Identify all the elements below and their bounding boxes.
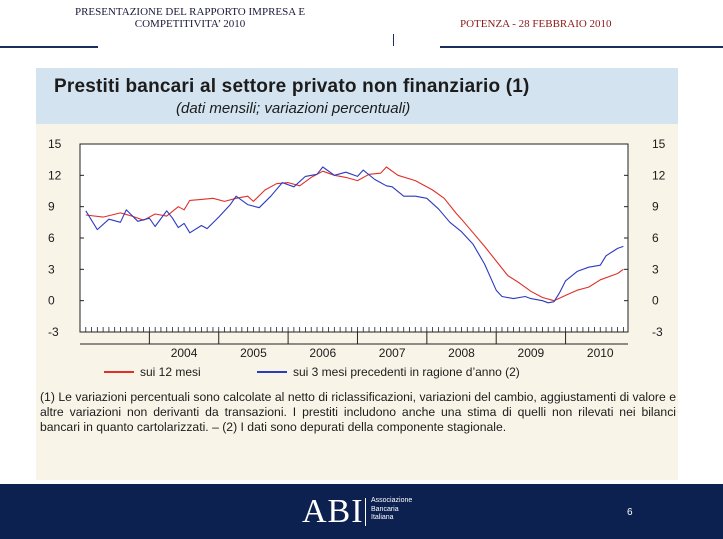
legend-item-3-mesi: sui 3 mesi precedenti in ragione d’anno … — [257, 365, 520, 379]
x-tick-label: 2009 — [518, 346, 545, 360]
y-tick-label-right: 0 — [652, 294, 659, 308]
footer-bar — [0, 484, 723, 539]
chart-subtitle: (dati mensili; variazioni percentuali) — [176, 100, 411, 117]
y-tick-label-right: 9 — [652, 200, 659, 214]
y-tick-label-right: 3 — [652, 262, 659, 276]
page-number: 6 — [627, 507, 633, 518]
y-tick-label-left: 9 — [48, 200, 55, 214]
abi-sub-line1: Associazione — [371, 497, 413, 504]
header-rule-left — [0, 46, 98, 48]
y-tick-label-right: 6 — [652, 231, 659, 245]
y-tick-label-left: 6 — [48, 231, 55, 245]
y-tick-label-right: 12 — [652, 168, 666, 182]
y-tick-label-left: -3 — [48, 325, 59, 339]
legend-label-3-mesi: sui 3 mesi precedenti in ragione d’anno … — [293, 365, 520, 379]
presentation-title: PRESENTAZIONE DEL RAPPORTO IMPRESA E COM… — [40, 6, 340, 30]
y-tick-label-left: 15 — [48, 137, 62, 151]
chart-title-band — [36, 68, 678, 124]
presentation-title-line1: PRESENTAZIONE DEL RAPPORTO IMPRESA E — [74, 6, 306, 18]
y-tick-label-right: -3 — [652, 325, 663, 339]
line-chart: 15 15 12 12 9 9 6 6 3 3 0 0 -3 -3 2004 2005 2006 2007 2008… — [48, 137, 666, 360]
y-tick-label-left: 12 — [48, 168, 62, 182]
x-tick-label: 2008 — [448, 346, 475, 360]
header-divider — [393, 34, 394, 46]
chart-footnote: (1) Le variazioni percentuali sono calco… — [40, 390, 676, 434]
legend-swatch-blue — [257, 371, 287, 373]
series-line-12-mesi — [85, 166, 624, 302]
event-location-date: POTENZA - 28 FEBBRAIO 2010 — [460, 18, 612, 30]
abi-sub-line2: Bancaria — [371, 505, 399, 513]
abi-logo: ABI — [302, 493, 364, 530]
legend-label-12-mesi: sui 12 mesi — [140, 365, 201, 379]
x-tick-label: 2007 — [379, 346, 406, 360]
plot-frame — [79, 143, 629, 333]
presentation-title-line2: COMPETITIVITA’ 2010 — [134, 18, 246, 30]
abi-logo-subtitle: Associazione Bancaria Italiana — [371, 497, 412, 523]
legend-swatch-red — [104, 371, 134, 373]
x-tick-label: 2005 — [240, 346, 267, 360]
x-tick-label: 2006 — [309, 346, 336, 360]
abi-sub-line3: Italiana — [371, 514, 394, 521]
abi-logo-divider — [365, 498, 366, 526]
header-rule-right — [440, 46, 723, 48]
chart-title: Prestiti bancari al settore privato non … — [54, 76, 530, 97]
legend-item-12-mesi: sui 12 mesi — [104, 365, 201, 379]
y-tick-label-left: 0 — [48, 294, 55, 308]
x-tick-label: 2010 — [587, 346, 614, 360]
figure-panel: Prestiti bancari al settore privato non … — [36, 68, 678, 480]
series-line-3-mesi — [85, 166, 624, 304]
x-tick-label: 2004 — [171, 346, 198, 360]
y-tick-label-left: 3 — [48, 262, 55, 276]
y-tick-label-right: 15 — [652, 137, 666, 151]
